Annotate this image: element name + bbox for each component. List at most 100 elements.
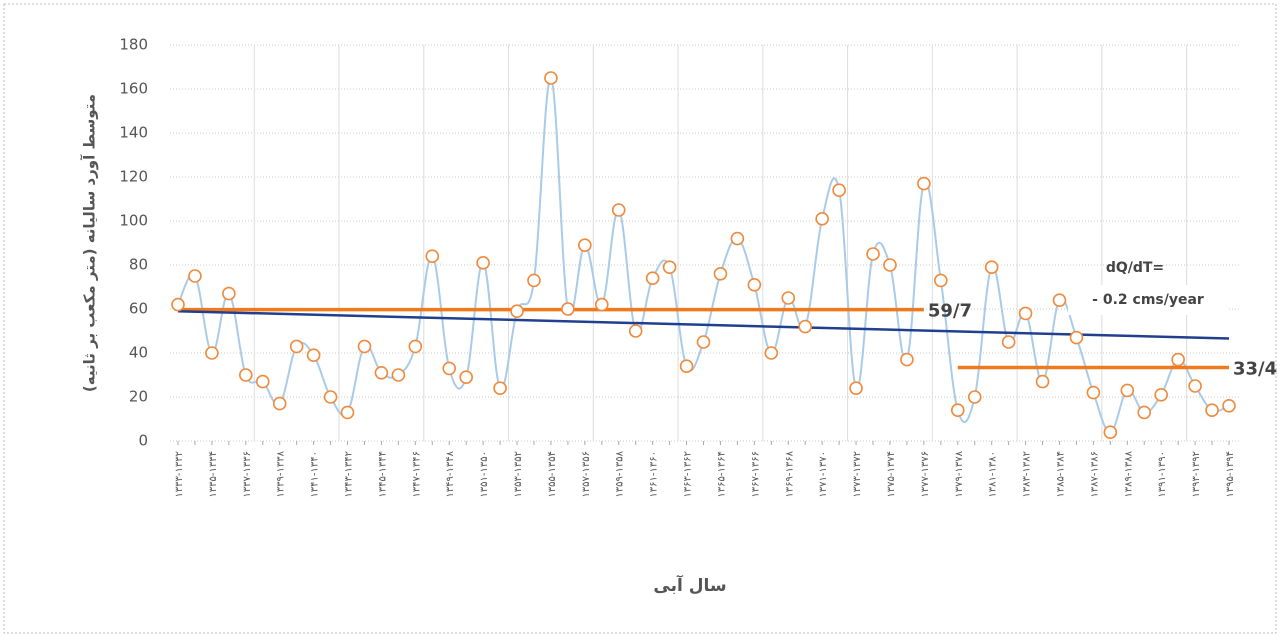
data-point — [645, 271, 660, 286]
data-point — [1154, 387, 1168, 402]
data-point — [1086, 385, 1101, 400]
data-point — [950, 403, 965, 418]
x-tick-label: ۱۳۸۹-۱۳۸۸ — [1123, 450, 1134, 497]
x-axis-label: سال آبی — [653, 574, 726, 596]
data-point — [1103, 425, 1118, 440]
y-axis-label: متوسط آورد سالیانه (متر مکعب بر ثانیه) — [81, 94, 99, 392]
x-tick-label: ۱۳۳۵-۱۳۳۴ — [208, 451, 219, 498]
data-point — [578, 238, 592, 252]
x-tick-label: ۱۳۶۹-۱۳۶۸ — [784, 450, 795, 497]
data-point — [1120, 383, 1135, 398]
data-point — [917, 176, 931, 191]
x-tick-label: ۱۳۷۷-۱۳۷۶ — [920, 451, 931, 498]
x-tick-label: ۱۳۷۱-۱۳۷۰ — [818, 451, 829, 498]
data-point — [544, 71, 558, 85]
data-point — [967, 390, 982, 404]
y-tick-label: 100 — [119, 212, 148, 230]
data-point — [730, 231, 745, 246]
trend-line — [177, 309, 1230, 340]
data-point — [832, 183, 846, 197]
data-point — [679, 359, 694, 374]
data-point — [340, 405, 355, 420]
data-point — [408, 339, 423, 354]
data-point — [594, 297, 609, 312]
x-tick-label: ۱۳۳۷-۱۳۳۶ — [242, 451, 253, 498]
x-tick-label: ۱۳۵۳-۱۳۵۲ — [513, 451, 524, 498]
data-point — [781, 291, 796, 305]
x-tick-label: ۱۳۷۹-۱۳۷۸ — [954, 450, 965, 497]
x-tick-label: ۱۳۸۱-۱۳۸۰ — [988, 451, 999, 498]
y-tick-label: 60 — [129, 300, 148, 318]
x-tick-label: ۱۳۳۳-۱۳۳۲ — [174, 451, 185, 498]
data-point — [747, 277, 762, 292]
chart-border — [3, 3, 1277, 634]
data-point — [1052, 293, 1067, 308]
data-point — [188, 269, 202, 283]
x-tick-label: ۱۳۴۹-۱۳۴۸ — [445, 450, 456, 497]
data-point — [798, 319, 813, 334]
x-tick-label: ۱۳۶۳-۱۳۶۲ — [683, 451, 694, 498]
data-point — [272, 396, 287, 411]
x-tick-label: ۱۳۹۳-۱۳۹۲ — [1191, 451, 1202, 498]
data-point — [696, 335, 711, 349]
x-tick-label: ۱۳۷۳-۱۳۷۲ — [852, 451, 863, 498]
data-point — [1018, 306, 1033, 321]
data-point — [628, 324, 643, 338]
y-tick-label: 80 — [129, 256, 148, 274]
data-point — [1222, 398, 1236, 413]
data-point — [425, 249, 440, 264]
x-tick-label: ۱۳۴۷-۱۳۴۶ — [411, 451, 422, 498]
y-tick-label: 180 — [119, 36, 148, 54]
data-point — [866, 247, 880, 261]
data-point — [510, 304, 524, 319]
x-tick-label: ۱۳۶۵-۱۳۶۴ — [716, 451, 727, 498]
trend-label: dQ/dT= — [1106, 260, 1164, 276]
data-point — [239, 368, 253, 382]
mean-label: 33/4 — [1233, 359, 1277, 380]
y-tick-label: 160 — [119, 80, 148, 98]
data-point — [255, 374, 270, 389]
data-point — [323, 390, 338, 404]
x-tick-label: ۱۳۵۵-۱۳۵۴ — [547, 451, 558, 498]
x-tick-label: ۱۳۸۵-۱۳۸۴ — [1055, 451, 1066, 498]
data-point — [1035, 374, 1050, 389]
mean-label: 59/7 — [928, 301, 972, 322]
data-point — [849, 381, 863, 396]
x-tick-label: ۱۳۵۹-۱۳۵۸ — [615, 450, 626, 497]
data-point — [883, 258, 897, 272]
y-tick-label: 20 — [129, 388, 148, 406]
y-tick-label: 140 — [119, 124, 148, 142]
data-point — [1069, 330, 1084, 345]
y-tick-label: 0 — [138, 432, 148, 450]
data-point — [764, 346, 779, 360]
data-point — [662, 260, 677, 275]
data-point — [171, 297, 185, 312]
x-tick-label: ۱۳۹۱-۱۳۹۰ — [1157, 451, 1168, 498]
data-point — [561, 302, 575, 316]
data-line — [177, 76, 1230, 434]
data-point — [1137, 405, 1152, 420]
data-point — [391, 368, 406, 382]
data-point — [1171, 352, 1185, 367]
x-tick-label: ۱۳۷۵-۱۳۷۴ — [886, 451, 897, 498]
x-tick-label: ۱۳۴۵-۱۳۴۴ — [377, 451, 388, 498]
data-point — [289, 339, 304, 354]
data-point — [611, 203, 626, 217]
data-point — [934, 273, 948, 288]
data-point — [1001, 335, 1016, 349]
x-tick-label: ۱۳۸۷-۱۳۸۶ — [1089, 451, 1100, 498]
data-point — [476, 255, 490, 270]
x-tick-label: ۱۳۳۹-۱۳۳۸ — [276, 450, 287, 497]
trend-label: - 0.2 cms/year — [1092, 292, 1204, 308]
annotation-bg — [1068, 285, 1228, 315]
data-point — [205, 346, 219, 360]
data-point — [357, 339, 372, 354]
data-point — [442, 361, 457, 376]
data-point — [984, 260, 999, 275]
x-tick-label: ۱۳۵۷-۱۳۵۶ — [581, 451, 592, 498]
data-point — [493, 381, 507, 396]
y-tick-label: 40 — [129, 344, 148, 362]
data-point — [306, 348, 321, 363]
x-tick-label: ۱۳۶۱-۱۳۶۰ — [649, 451, 660, 498]
